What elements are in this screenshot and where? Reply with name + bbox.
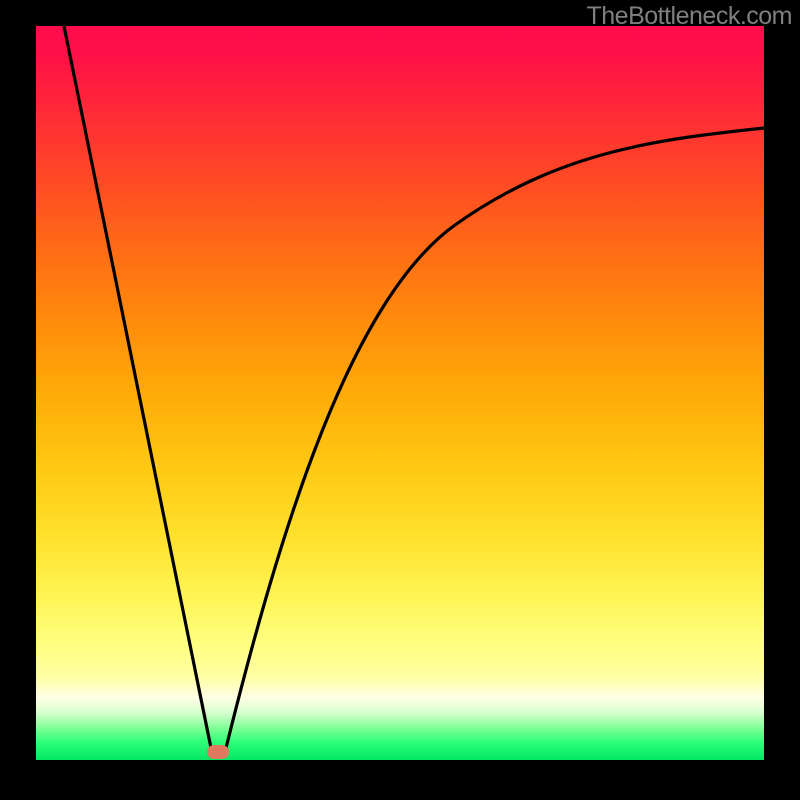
watermark-text: TheBottleneck.com [587,2,793,31]
optimal-point-marker [207,745,229,759]
plot-area [36,26,764,760]
frame-left [0,0,36,800]
chart-stage: TheBottleneck.com [0,0,800,800]
chart-svg [0,0,800,800]
frame-bottom [0,760,800,800]
frame-right [764,0,800,800]
